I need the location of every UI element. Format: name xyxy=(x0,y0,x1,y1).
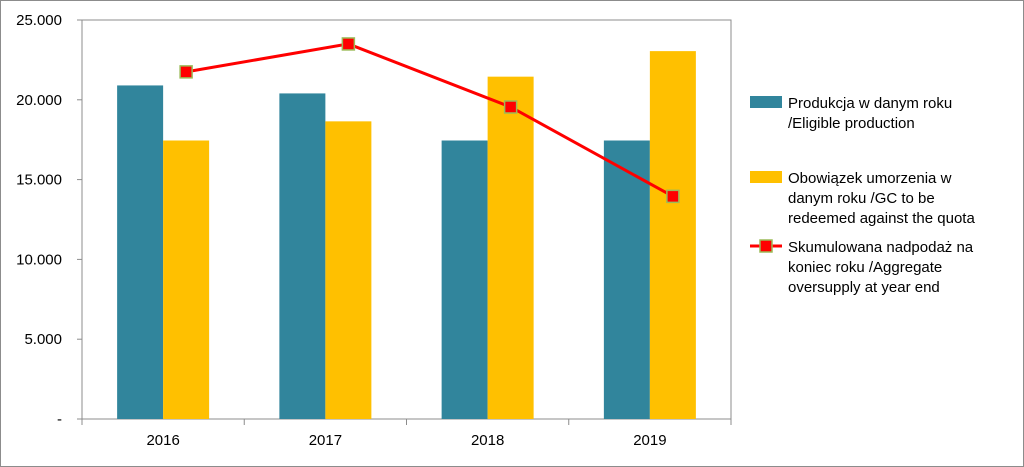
legend-label-3: koniec roku /Aggregate xyxy=(788,259,942,276)
bar-series-2-2019 xyxy=(649,51,696,419)
legend: Produkcja w danym roku/Eligible producti… xyxy=(750,95,975,296)
y-tick-label: 20.000 xyxy=(16,92,62,109)
bars xyxy=(117,51,696,420)
x-tick-labels: 2016 2017 2018 2019 xyxy=(146,432,666,449)
bar-series-2-2018 xyxy=(487,76,534,420)
line-series-path xyxy=(185,42,674,198)
y-tick-label: 15.000 xyxy=(16,172,62,189)
legend-label-3: Skumulowana nadpodaż na xyxy=(788,239,974,256)
legend-label-1: Produkcja w danym roku xyxy=(788,95,952,112)
bar-series-1-2016 xyxy=(117,85,164,419)
x-tick-label: 2018 xyxy=(471,432,504,449)
legend-swatch-2 xyxy=(750,171,782,183)
x-tick-label: 2019 xyxy=(633,432,666,449)
y-tick-labels: - 5.000 10.000 15.000 20.000 25.000 xyxy=(16,12,62,428)
bar-series-1-2018 xyxy=(441,140,488,420)
legend-label-2: Obowiązek umorzenia w xyxy=(788,170,952,187)
x-tick-label: 2017 xyxy=(309,432,342,449)
legend-label-3: oversupply at year end xyxy=(788,279,940,296)
legend-label-1: /Eligible production xyxy=(788,115,915,132)
bar-series-1-2019 xyxy=(603,140,650,420)
line-marker-2016 xyxy=(179,65,193,79)
legend-swatch-1 xyxy=(750,96,782,108)
line-marker-2018 xyxy=(503,100,518,114)
y-tick-label: 5.000 xyxy=(24,331,62,348)
y-tick-label: 25.000 xyxy=(16,12,62,29)
bar-series-1-2017 xyxy=(279,93,326,419)
legend-label-2: danym roku /GC to be xyxy=(788,190,935,207)
y-tick-label: - xyxy=(57,411,62,428)
x-tick-label: 2016 xyxy=(146,432,179,449)
line-marker-2019 xyxy=(666,189,680,204)
line-series xyxy=(179,37,680,204)
bar-series-2-2017 xyxy=(325,121,372,419)
y-tick-label: 10.000 xyxy=(16,251,62,268)
legend-marker-3 xyxy=(759,239,773,253)
bar-series-2-2016 xyxy=(163,140,210,420)
legend-label-2: redeemed against the quota xyxy=(788,210,975,227)
line-marker-2017 xyxy=(341,37,356,51)
